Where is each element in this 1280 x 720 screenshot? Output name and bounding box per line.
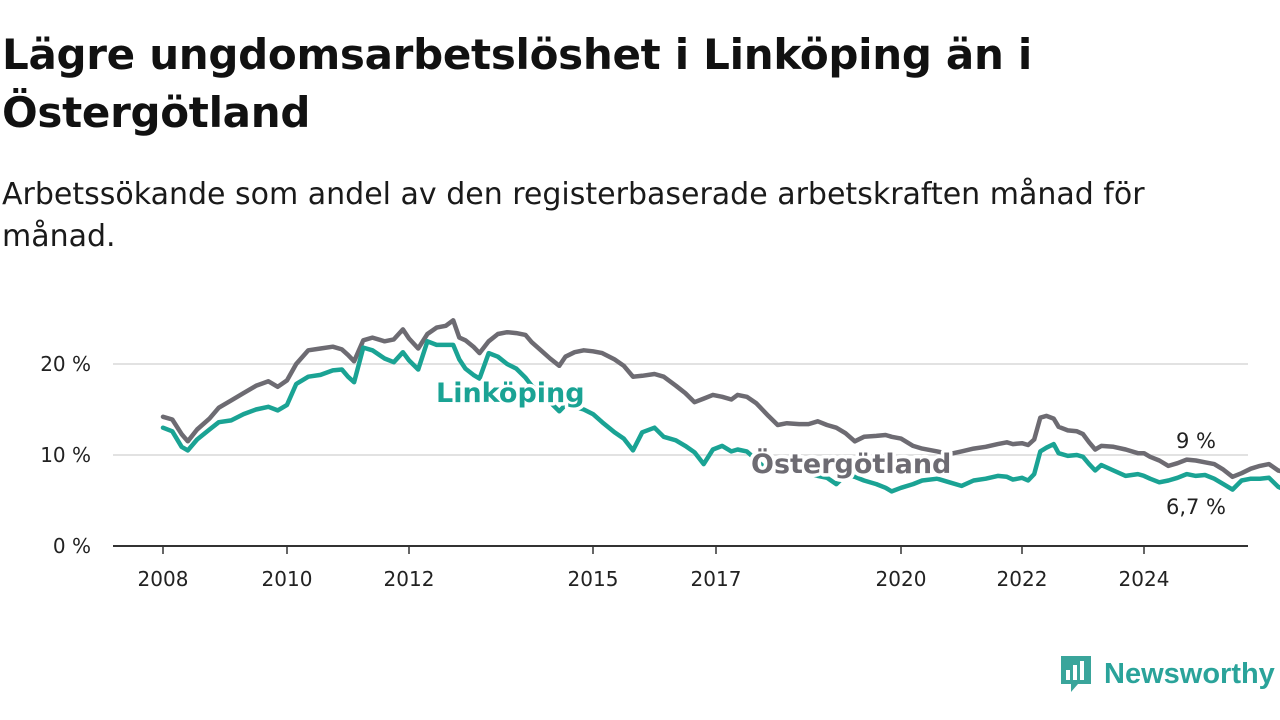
x-tick-label: 2022 xyxy=(997,567,1048,591)
y-axis-labels: 0 % 10 % 20 % xyxy=(40,352,91,558)
series-lines xyxy=(160,318,1280,494)
brand-name: Newsworthy xyxy=(1104,657,1275,690)
y-tick-label: 10 % xyxy=(40,443,91,467)
newsworthy-brand[interactable]: Newsworthy xyxy=(1058,654,1275,694)
x-tick-label: 2010 xyxy=(262,567,313,591)
series-label-linkoping: Linköping xyxy=(436,378,585,409)
x-axis: 2008 2010 2012 2015 2017 2020 2022 2024 xyxy=(113,545,1248,591)
line-chart: 0 % 10 % 20 % 2008 2010 2012 2015 2017 2020 2022… xyxy=(40,318,1280,591)
chart-title: Lägre ungdomsarbetslöshet i Linköping än… xyxy=(2,30,1032,137)
series-line-ostergotland xyxy=(160,318,1280,480)
series-labels: Linköping Östergötland 9 % 6,7 % xyxy=(433,375,1229,522)
x-tick-label: 2008 xyxy=(138,567,189,591)
x-tick-label: 2015 xyxy=(568,567,619,591)
x-tick-label: 2017 xyxy=(691,567,742,591)
x-tick-label: 2024 xyxy=(1119,567,1170,591)
x-tick-label: 2012 xyxy=(384,567,435,591)
end-label-linkoping: 6,7 % xyxy=(1166,495,1226,519)
series-label-ostergotland: Östergötland xyxy=(751,447,951,480)
x-tick-label: 2020 xyxy=(876,567,927,591)
y-tick-label: 20 % xyxy=(40,352,91,376)
series-line-linkoping xyxy=(160,339,1280,494)
end-label-ostergotland: 9 % xyxy=(1176,429,1216,453)
chart-subtitle: Arbetssökande som andel av den registerb… xyxy=(2,177,1145,254)
newsworthy-logo-icon xyxy=(1061,656,1091,692)
y-tick-label: 0 % xyxy=(53,534,91,558)
